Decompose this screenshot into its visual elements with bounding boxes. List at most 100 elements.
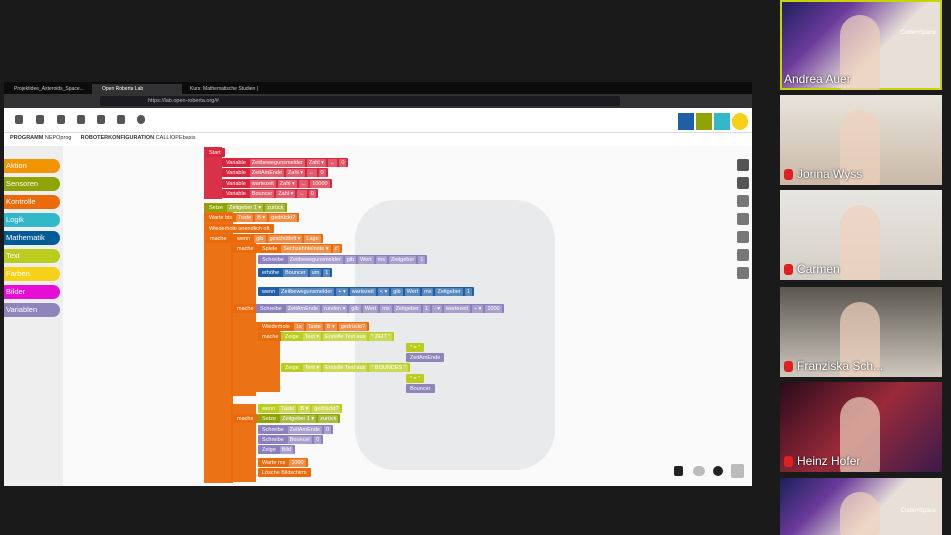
block-field[interactable]: runden ▾	[321, 304, 348, 313]
block-field[interactable]: um	[309, 268, 322, 277]
block-field[interactable]: wenn	[237, 235, 251, 242]
block-field[interactable]: Zeige	[285, 364, 299, 371]
block-field[interactable]: Zeitgeber	[393, 304, 421, 313]
video-tile[interactable]: Coder•Space Andrea Auer	[780, 0, 942, 90]
block-field[interactable]: gedrückt?	[269, 213, 298, 222]
tool-icon[interactable]	[737, 159, 749, 171]
icon[interactable]	[36, 115, 44, 124]
block-field[interactable]: ←	[307, 168, 317, 177]
video-tile[interactable]: Jorina Wyss	[780, 95, 942, 185]
block-field[interactable]: ZeitAmEnde	[285, 304, 320, 313]
tool-icon[interactable]	[737, 195, 749, 207]
category[interactable]: Sensoren	[4, 177, 60, 191]
block-field[interactable]: Lösche Bildschirm	[262, 469, 307, 476]
block-field[interactable]: Zahl ▾	[286, 168, 306, 177]
block-field[interactable]: Zeitbewegunsmelder	[249, 158, 305, 167]
block-field[interactable]: 0	[318, 168, 326, 177]
block-field[interactable]: " ZEIT "	[369, 332, 393, 341]
category[interactable]: Bilder	[4, 285, 60, 299]
tool-icon[interactable]	[737, 249, 749, 261]
block-field[interactable]: gib	[391, 287, 403, 296]
video-tile[interactable]: Carmen	[780, 190, 942, 280]
block-field[interactable]: 0	[314, 435, 322, 444]
block-field[interactable]: Taste	[305, 322, 323, 331]
block-field[interactable]: ZeitAmEnde	[249, 168, 285, 177]
block-field[interactable]: Setze	[209, 204, 224, 211]
block-field[interactable]: mache	[237, 415, 254, 422]
block-field[interactable]: Wert	[358, 255, 374, 264]
block-field[interactable]: mache	[210, 235, 227, 242]
block-field[interactable]: Wiederhole unendlich oft	[209, 225, 270, 232]
block-field[interactable]: zurück	[318, 414, 339, 423]
block-field[interactable]: 1	[418, 255, 426, 264]
block-field[interactable]: mache	[237, 305, 254, 312]
video-tile[interactable]: Coder•Space	[780, 478, 942, 535]
video-tile[interactable]: Heinz Hofer	[780, 382, 942, 472]
block-field[interactable]: < ▾	[377, 287, 390, 296]
block-field[interactable]: Zahl ▾	[276, 189, 296, 198]
block-field[interactable]: ms	[380, 304, 392, 313]
trash-button[interactable]	[731, 464, 744, 478]
url-field[interactable]: https://lab.open-roberta.org/#	[100, 96, 620, 106]
block-field[interactable]: 1000	[485, 304, 502, 313]
run-button[interactable]	[674, 466, 683, 476]
block-field[interactable]: Sechzehntelnote ▾	[281, 244, 331, 253]
category[interactable]: Mathematik	[4, 231, 60, 245]
block-field[interactable]: Warte bis	[209, 214, 233, 221]
block-field[interactable]: Zeitbewegunsmelder	[287, 255, 343, 264]
block-field[interactable]: geschüttelt ▾	[267, 234, 303, 243]
icon[interactable]	[137, 115, 145, 124]
block-field[interactable]: ←	[298, 179, 309, 188]
block-field[interactable]: Erstelle Text aus	[323, 363, 368, 372]
icon[interactable]	[117, 115, 125, 124]
block-field[interactable]: 1	[422, 304, 430, 313]
block-field[interactable]: Warte ms	[262, 459, 286, 466]
block-field[interactable]: - ▾	[431, 304, 443, 313]
block-field[interactable]: 1	[323, 268, 331, 277]
tool-icon[interactable]	[737, 267, 749, 279]
block-field[interactable]: 0	[339, 158, 347, 167]
icon[interactable]	[57, 115, 65, 124]
block-field[interactable]: Erstelle Text aus	[323, 332, 368, 341]
block-field[interactable]: Bouncer	[287, 435, 313, 444]
icon[interactable]	[15, 115, 23, 124]
block-field[interactable]: wartezeit	[444, 304, 471, 313]
block-field[interactable]: Variable	[226, 169, 246, 176]
category[interactable]: Farben	[4, 267, 60, 281]
block-field[interactable]: wenn	[262, 288, 276, 295]
block-field[interactable]: B ▾	[255, 213, 268, 222]
block-field[interactable]: Zeitgeber 1 ▾	[227, 203, 264, 212]
block-field[interactable]: Zeitgeber 1 ▾	[280, 414, 317, 423]
block-field[interactable]: wenn	[262, 405, 276, 412]
block-field[interactable]: Wert	[404, 287, 421, 296]
block-field[interactable]: ←	[327, 158, 338, 167]
block-field[interactable]: ZeitAmEnde	[287, 425, 322, 434]
block-field[interactable]: 0	[308, 189, 316, 198]
block-field[interactable]: Bouncer	[283, 268, 308, 277]
block-field[interactable]: gedrückt?	[312, 404, 341, 413]
browser-tab[interactable]: Kurs: Mathematische Studien |	[190, 86, 258, 92]
tool-icon[interactable]	[737, 177, 749, 189]
block-field[interactable]: Taste	[279, 404, 297, 413]
category[interactable]: Kontrolle	[4, 195, 60, 209]
block-field[interactable]: 1x	[293, 322, 304, 331]
block-field[interactable]: B ▾	[298, 404, 311, 413]
video-tile[interactable]: Franziska Sch...	[780, 287, 942, 377]
block-field[interactable]: gib	[254, 234, 266, 243]
block-field[interactable]: " = "	[410, 344, 421, 351]
config-label[interactable]: ROBOTERKONFIGURATION	[80, 135, 155, 141]
category[interactable]: Text	[4, 249, 60, 263]
tool-icon[interactable]	[737, 213, 749, 225]
block-field[interactable]: Text ▾	[302, 363, 322, 372]
block-field[interactable]: ms	[422, 287, 434, 296]
category[interactable]: Logik	[4, 213, 60, 227]
block-field[interactable]: Bouncer	[410, 385, 431, 392]
block-field[interactable]: Taste	[236, 213, 254, 222]
block-field[interactable]: Start	[209, 149, 221, 156]
block-field[interactable]: Schreibe	[262, 426, 284, 433]
block-field[interactable]: gib	[349, 304, 361, 313]
block-field[interactable]: Zeige	[285, 333, 299, 340]
block-field[interactable]: Setze	[262, 415, 277, 422]
block-field[interactable]: B ▾	[324, 322, 337, 331]
block-field[interactable]: wartezeit	[349, 287, 376, 296]
